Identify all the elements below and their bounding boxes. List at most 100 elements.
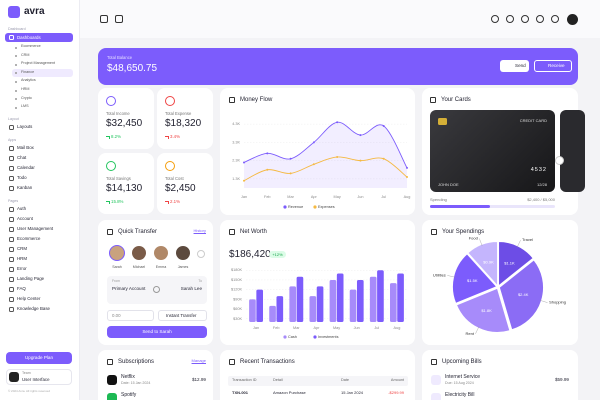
sub-name: Netflix (121, 374, 135, 380)
method-select[interactable] (158, 310, 207, 321)
send-transfer-btn[interactable] (107, 326, 207, 338)
amount-value: 0.00 (112, 312, 121, 318)
menu-item[interactable]: Help Center (17, 296, 41, 302)
stat-change: 8.2% (111, 134, 122, 139)
upgrade-btn[interactable] (6, 352, 72, 364)
menu-item[interactable]: Knowledge Base (17, 306, 50, 312)
send-btn[interactable] (500, 60, 529, 72)
submenu-item[interactable]: LMS (21, 104, 29, 109)
balance-amount: $48,650.75 (107, 63, 158, 74)
menu-item[interactable]: Todo (17, 175, 27, 181)
menu-icon (9, 256, 14, 262)
menu-item[interactable]: HRM (17, 256, 27, 262)
amount-input[interactable] (107, 310, 154, 321)
title-icon (229, 359, 235, 365)
title-icon (229, 229, 235, 235)
menu-item[interactable]: User Management (17, 226, 54, 232)
sub-name: Spotify (121, 392, 137, 398)
menu-icon (9, 35, 14, 40)
menu-item[interactable]: Ecommerce (17, 236, 41, 242)
title-icon (431, 229, 437, 235)
networth-change: +12% (272, 251, 283, 257)
submenu-item[interactable]: CRM (21, 52, 30, 57)
sub-dot (15, 55, 17, 58)
icon[interactable] (551, 15, 559, 23)
menu-item[interactable]: Dashboards (17, 34, 41, 40)
menu-item[interactable]: FAQ (17, 286, 26, 292)
menu-icon (9, 175, 14, 181)
spendings-card (422, 220, 578, 345)
avatar[interactable] (567, 14, 578, 25)
send-transfer-label[interactable]: Send to Sarah (142, 328, 172, 334)
card-chip (438, 118, 447, 125)
menu-item[interactable]: Chat (17, 155, 27, 161)
stat-icon (106, 96, 116, 106)
method-value[interactable]: Instant Transfer (166, 312, 197, 318)
user-box (6, 369, 72, 385)
card-title: Recent Transactions (240, 359, 295, 365)
spending-track (430, 205, 555, 208)
menu-item[interactable]: CRM (17, 246, 27, 252)
table-header (228, 376, 408, 386)
menu-item[interactable]: Kanban (17, 185, 33, 191)
transactions-card (220, 350, 415, 400)
manage-link[interactable]: Manage (191, 358, 206, 363)
sub-dot (15, 46, 17, 49)
brand: avra (24, 6, 45, 17)
stat-value: $2,450 (165, 183, 196, 194)
bill-name: Internet Service (445, 374, 481, 380)
submenu-item[interactable]: Analytics (21, 78, 36, 83)
next-btn[interactable] (197, 250, 205, 258)
submenu-item[interactable]: HRM (21, 87, 30, 91)
card-next[interactable] (555, 156, 564, 165)
submenu-item[interactable]: Crypto (21, 95, 32, 100)
icon[interactable] (100, 15, 108, 23)
menu-item[interactable]: Account (17, 216, 33, 222)
icon[interactable] (491, 15, 499, 23)
icon[interactable] (506, 15, 514, 23)
contact-avatar[interactable] (175, 245, 191, 261)
menu-icon (9, 266, 14, 272)
menu-icon (9, 276, 14, 282)
section-label: Layout (8, 116, 19, 121)
menu-icon (9, 185, 14, 191)
to-label: To (198, 279, 202, 283)
menu-item[interactable]: Layouts (17, 124, 33, 130)
menu-icon (9, 306, 14, 312)
menu-item[interactable]: Error (17, 266, 27, 272)
stat-arrow (106, 200, 110, 204)
send-label[interactable]: Send (515, 62, 526, 68)
title-icon (107, 359, 113, 365)
menu-item[interactable]: Landing Page (17, 276, 45, 282)
title-icon (229, 97, 235, 103)
history-link[interactable]: History (193, 228, 206, 233)
stat-label: Total Income (106, 111, 130, 116)
menu-item[interactable]: Calendar (17, 165, 35, 171)
contact-avatar[interactable] (131, 245, 147, 261)
contact-avatar[interactable] (153, 245, 169, 261)
submenu-item[interactable]: Ecommerce (21, 44, 41, 48)
icon[interactable] (521, 15, 529, 23)
icon[interactable] (115, 15, 123, 23)
section-label: Pages (8, 198, 19, 203)
submenu-item[interactable]: Finance (21, 69, 35, 74)
contact-avatar[interactable] (109, 245, 125, 261)
menu-item[interactable]: Mail Box (17, 145, 34, 151)
column-header: Transaction ID (232, 378, 257, 382)
column-header: Amount (390, 378, 404, 382)
menu-icon (9, 155, 14, 161)
menu-item[interactable]: Auth (17, 206, 27, 212)
upgrade-label[interactable]: Upgrade Plan (24, 354, 54, 360)
icon[interactable] (536, 15, 544, 23)
receive-label[interactable]: Receive (548, 62, 565, 68)
menu-icon (9, 124, 14, 130)
bill-icon (431, 375, 441, 385)
stat-value: $14,130 (106, 183, 143, 194)
receive-btn[interactable] (534, 60, 572, 72)
from-label: From (112, 279, 120, 283)
menu-icon (9, 165, 14, 171)
card-title: Subscriptions (118, 359, 155, 365)
networth-card (220, 220, 415, 345)
stat-change: 15.8% (111, 199, 124, 204)
submenu-item[interactable]: Project Management (21, 61, 56, 66)
